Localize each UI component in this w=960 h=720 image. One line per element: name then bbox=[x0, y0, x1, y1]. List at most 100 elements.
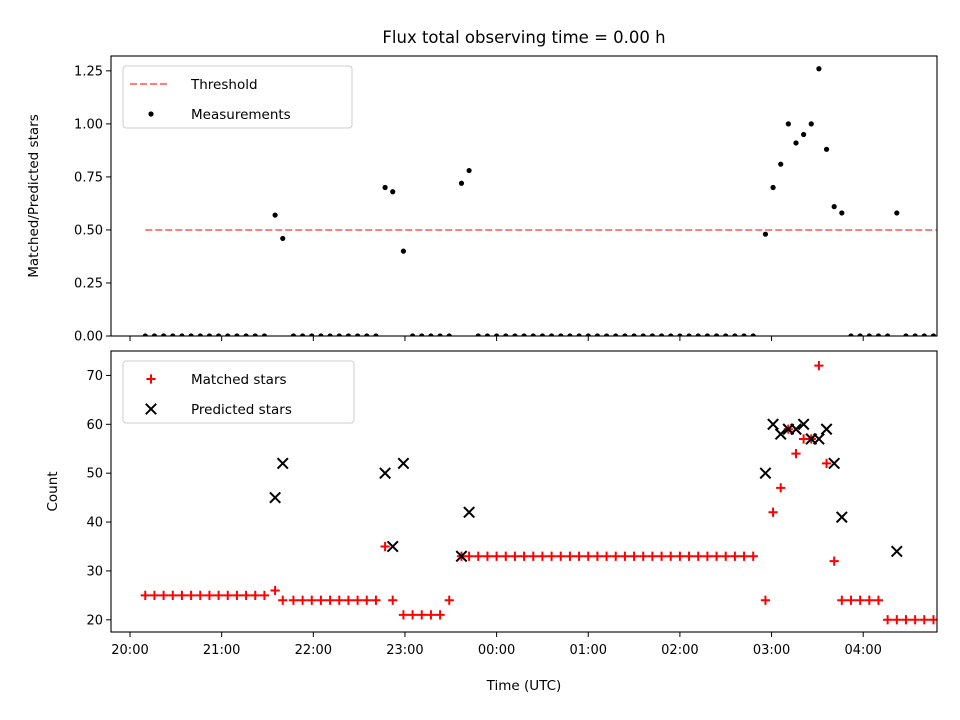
data-point bbox=[684, 551, 694, 561]
data-point bbox=[938, 615, 947, 624]
data-point bbox=[949, 333, 954, 338]
x-tick-label: 04:00 bbox=[844, 643, 881, 658]
data-point bbox=[846, 595, 856, 605]
y-tick-label: 50 bbox=[86, 467, 103, 482]
data-point bbox=[823, 146, 830, 152]
legend-label: Matched stars bbox=[191, 372, 287, 388]
legend-label: Measurements bbox=[191, 107, 291, 123]
data-point bbox=[892, 615, 902, 625]
data-point bbox=[426, 610, 436, 620]
data-point bbox=[790, 423, 802, 436]
chart-title: Flux total observing time = 0.00 h bbox=[382, 28, 665, 47]
data-point bbox=[362, 595, 372, 605]
data-point bbox=[885, 333, 891, 336]
x-tick-label: 00:00 bbox=[478, 643, 515, 658]
data-point bbox=[140, 590, 150, 600]
data-point bbox=[919, 615, 929, 625]
data-point bbox=[390, 189, 396, 195]
data-point bbox=[373, 333, 379, 336]
data-point bbox=[400, 248, 407, 254]
data-point bbox=[556, 551, 566, 561]
data-point bbox=[770, 184, 776, 191]
data-point bbox=[741, 333, 747, 336]
data-point bbox=[386, 540, 399, 553]
data-point bbox=[548, 333, 555, 336]
data-point bbox=[930, 333, 937, 336]
data-point bbox=[912, 333, 918, 336]
data-point bbox=[464, 551, 474, 561]
data-point bbox=[482, 551, 493, 561]
x-tick-label: 22:00 bbox=[295, 643, 332, 658]
data-point bbox=[161, 333, 167, 336]
data-point bbox=[352, 595, 363, 605]
data-point bbox=[503, 333, 509, 336]
data-point bbox=[723, 333, 729, 336]
data-point bbox=[693, 551, 703, 561]
series-predicted-stars bbox=[269, 418, 903, 563]
data-point bbox=[269, 491, 282, 504]
data-point bbox=[179, 333, 185, 336]
data-point bbox=[839, 210, 845, 216]
data-point bbox=[910, 615, 920, 625]
data-point bbox=[276, 457, 289, 470]
legend: Threshold Measurements bbox=[122, 65, 353, 129]
data-point bbox=[620, 551, 630, 561]
data-point bbox=[866, 333, 872, 336]
data-point bbox=[215, 333, 222, 336]
data-point bbox=[647, 551, 658, 561]
data-point bbox=[261, 333, 268, 336]
data-point bbox=[379, 467, 392, 480]
data-point bbox=[213, 590, 224, 600]
data-point bbox=[883, 615, 893, 625]
y-tick-label: 60 bbox=[86, 418, 103, 433]
data-point bbox=[204, 590, 215, 600]
data-point bbox=[223, 590, 233, 600]
data-point bbox=[820, 423, 833, 436]
data-point bbox=[711, 551, 722, 561]
data-point bbox=[521, 333, 527, 336]
data-point bbox=[288, 595, 299, 605]
x-tick-label: 21:00 bbox=[203, 643, 240, 658]
data-point bbox=[640, 333, 646, 336]
data-point bbox=[658, 333, 665, 336]
data-point bbox=[762, 231, 769, 237]
y-tick-label: 40 bbox=[86, 516, 103, 531]
data-point bbox=[629, 551, 639, 561]
data-point bbox=[380, 541, 390, 552]
data-point bbox=[159, 590, 169, 600]
y-tick-label: 1.25 bbox=[74, 64, 103, 79]
legend-label: Predicted stars bbox=[191, 402, 292, 418]
data-point bbox=[613, 333, 619, 336]
data-point bbox=[947, 615, 956, 624]
data-point bbox=[675, 551, 685, 561]
data-point bbox=[592, 551, 603, 561]
data-point bbox=[576, 333, 582, 336]
data-point bbox=[250, 590, 260, 600]
data-point bbox=[149, 590, 160, 600]
data-point bbox=[530, 333, 536, 336]
data-point bbox=[354, 333, 361, 336]
data-point bbox=[466, 167, 472, 174]
data-point bbox=[875, 333, 882, 336]
axes-frame bbox=[110, 350, 938, 633]
data-point bbox=[778, 161, 784, 167]
y-tick-label: 0.75 bbox=[74, 170, 103, 185]
data-point bbox=[704, 333, 710, 336]
data-point bbox=[821, 458, 832, 468]
data-point bbox=[537, 551, 548, 561]
data-point bbox=[921, 333, 927, 336]
data-point bbox=[473, 551, 483, 561]
data-point bbox=[243, 333, 249, 336]
legend-swatch-marker bbox=[146, 374, 156, 384]
data-point bbox=[622, 333, 628, 336]
data-point bbox=[382, 184, 388, 191]
chart-panel-2: 20 30 40 50 60 70 20:00 21:00 22:00 23:00 00:00 01:… bbox=[45, 350, 956, 694]
plot-area bbox=[142, 66, 954, 338]
data-point bbox=[702, 551, 712, 561]
data-point bbox=[901, 615, 911, 625]
series-measurements bbox=[142, 66, 954, 338]
data-point bbox=[558, 333, 564, 336]
data-point bbox=[168, 590, 178, 600]
data-point bbox=[307, 595, 317, 605]
